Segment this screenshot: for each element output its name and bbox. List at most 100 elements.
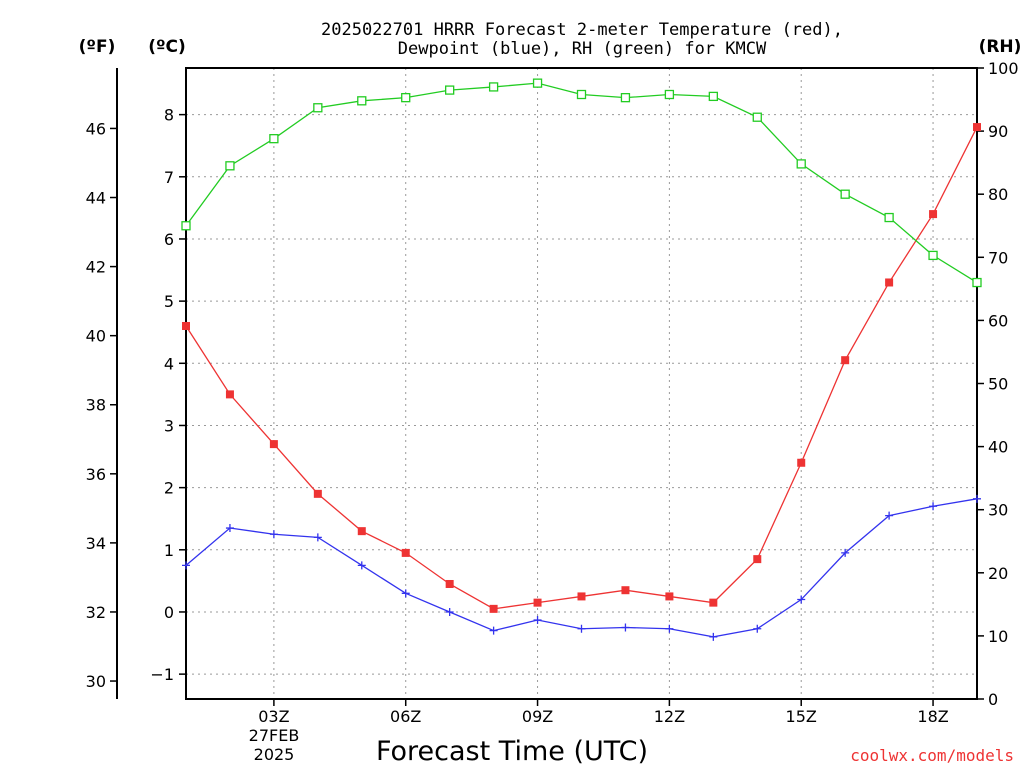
dewpoint-point: [841, 548, 850, 557]
dewpoint-point: [621, 623, 630, 632]
axes: [116, 67, 978, 700]
temperature-point: [225, 390, 234, 399]
celsius-tick-label: 5: [164, 292, 174, 311]
rh-point: [620, 93, 631, 103]
fahrenheit-axis: 30 32 34 36 38 40 42 44 46: [86, 119, 117, 691]
fahrenheit-tick-label: 44: [86, 189, 106, 208]
fahrenheit-tick-label: 38: [86, 396, 106, 415]
rh-point: [664, 89, 675, 100]
dewpoint-point: [445, 607, 454, 616]
date-label-year: 2025: [254, 745, 295, 764]
fahrenheit-tick-label: 46: [86, 119, 106, 138]
time-tick-label: 18Z: [917, 707, 948, 726]
chart-title-line1: 2025022701 HRRR Forecast 2-meter Tempera…: [321, 20, 843, 40]
dewpoint-point: [753, 624, 762, 633]
celsius-tick-label: 4: [164, 354, 174, 373]
rh-point: [972, 277, 982, 288]
fahrenheit-tick-label: 34: [86, 534, 106, 553]
rh-point: [225, 161, 235, 171]
dewpoint-point: [313, 533, 322, 542]
celsius-tick-label: 7: [164, 168, 174, 187]
celsius-unit-label: (ºC): [148, 37, 186, 57]
time-axis: 03Z 06Z 09Z 12Z 15Z 18Z: [258, 699, 949, 726]
rh-point: [488, 82, 499, 92]
rh-point: [840, 189, 850, 199]
rh-line: [185, 82, 978, 284]
celsius-tick-label: 8: [164, 106, 174, 125]
dewpoint-point: [489, 626, 498, 635]
rh-point: [796, 159, 806, 169]
dewpoint-point: [973, 494, 981, 503]
rh-point: [401, 93, 411, 103]
temperature-point: [357, 527, 366, 536]
rh-axis: 0 10 20 30 40 50 60 70 80 90 100: [977, 59, 1019, 709]
rh-tick-label: 80: [988, 185, 1008, 204]
celsius-tick-label: 6: [164, 230, 174, 249]
temperature-point: [797, 458, 806, 467]
temperature-point: [753, 555, 762, 564]
rh-point: [181, 221, 191, 231]
rh-tick-label: 70: [988, 248, 1008, 267]
fahrenheit-unit-label: (ºF): [79, 37, 116, 57]
dewpoint-point: [885, 511, 894, 520]
temperature-point: [533, 598, 542, 607]
fahrenheit-tick-label: 36: [86, 465, 106, 484]
dewpoint-line: [185, 498, 978, 638]
celsius-axis: −1 0 1 2 3 4 5 6 7 8: [150, 106, 186, 684]
rh-tick-label: 40: [988, 438, 1008, 457]
date-label-day: 27FEB: [249, 726, 300, 745]
time-tick-label: 15Z: [786, 707, 817, 726]
celsius-tick-label: 0: [164, 603, 174, 622]
credit-label: coolwx.com/models: [850, 746, 1014, 765]
fahrenheit-tick-label: 42: [86, 258, 106, 277]
rh-tick-label: 10: [988, 627, 1008, 646]
time-tick-label: 03Z: [258, 707, 289, 726]
dewpoint-point: [929, 502, 938, 511]
celsius-tick-label: 3: [164, 416, 174, 435]
temperature-point: [621, 586, 630, 595]
celsius-tick-label: −1: [150, 665, 174, 684]
temperature-point: [973, 123, 981, 132]
temperature-point: [269, 440, 278, 449]
dewpoint-point: [665, 624, 674, 633]
time-tick-label: 12Z: [654, 707, 685, 726]
x-axis-title: Forecast Time (UTC): [376, 736, 648, 767]
rh-tick-label: 0: [988, 690, 998, 709]
fahrenheit-tick-label: 40: [86, 327, 106, 346]
rh-point: [445, 85, 455, 95]
time-tick-label: 06Z: [390, 707, 421, 726]
temperature-point: [401, 548, 410, 557]
rh-tick-label: 100: [988, 59, 1019, 78]
rh-tick-label: 20: [988, 564, 1008, 583]
temperature-series: [182, 123, 981, 613]
dewpoint-point: [225, 524, 234, 533]
rh-tick-label: 90: [988, 122, 1008, 141]
rh-point: [313, 103, 323, 113]
plot-frame: [185, 67, 978, 700]
fahrenheit-tick-label: 30: [86, 672, 106, 691]
chart-title-line2: Dewpoint (blue), RH (green) for KMCW: [398, 39, 767, 59]
dewpoint-point: [269, 530, 278, 539]
time-tick-label: 09Z: [522, 707, 553, 726]
celsius-tick-label: 1: [164, 541, 174, 560]
temperature-point: [929, 210, 938, 219]
temperature-point: [885, 278, 894, 287]
celsius-tick-label: 2: [164, 479, 174, 498]
dewpoint-point: [401, 589, 410, 598]
series-layer: [181, 78, 982, 641]
dewpoint-point: [709, 632, 718, 641]
dewpoint-point: [577, 624, 586, 633]
rh-unit-label: (RH): [979, 37, 1022, 57]
temperature-point: [182, 321, 190, 330]
rh-tick-label: 60: [988, 311, 1008, 330]
temperature-point: [489, 604, 498, 613]
rh-tick-label: 30: [988, 501, 1008, 520]
dewpoint-series: [182, 494, 981, 641]
temperature-point: [709, 598, 718, 607]
dewpoint-point: [533, 616, 542, 625]
rh-point: [532, 78, 543, 88]
fahrenheit-tick-label: 32: [86, 603, 106, 622]
temperature-point: [577, 592, 586, 601]
temperature-point: [445, 579, 454, 588]
rh-point: [752, 112, 762, 122]
